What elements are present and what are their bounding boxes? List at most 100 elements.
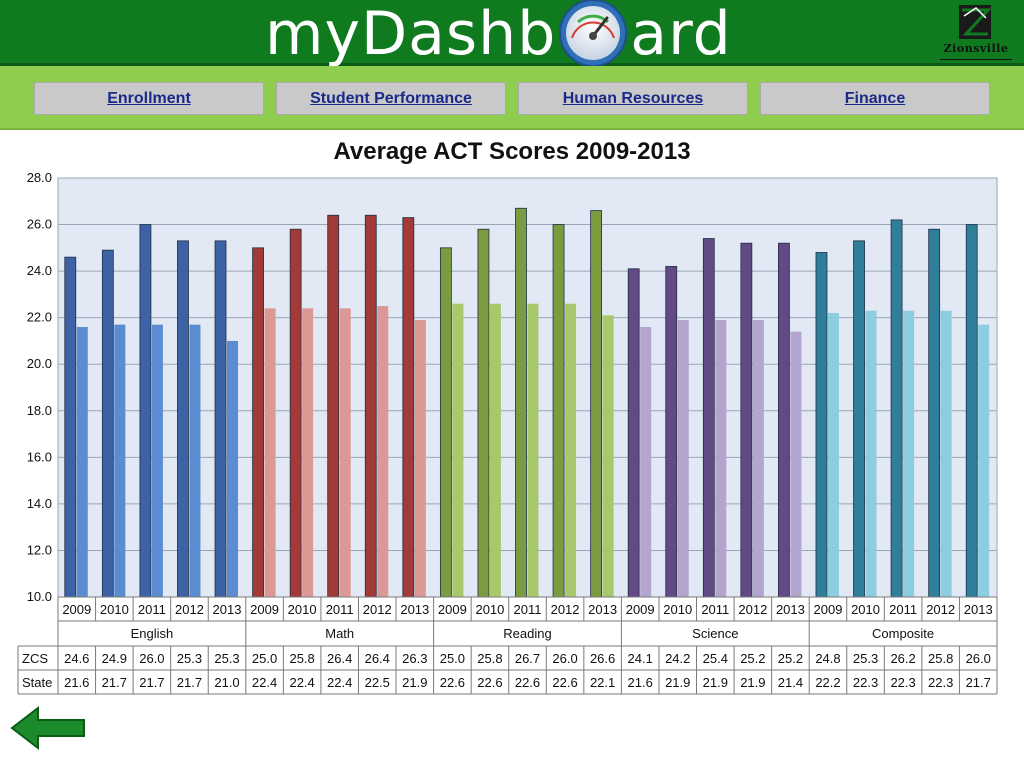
y-tick-label: 24.0 [27,263,52,278]
x-tick-year: 2009 [438,602,467,617]
x-tick-year: 2010 [288,602,317,617]
data-label-zcs: 25.8 [477,651,502,666]
x-tick-year: 2013 [588,602,617,617]
data-label-state: 21.7 [139,675,164,690]
y-tick-label: 22.0 [27,310,52,325]
bar-zcs [515,207,527,598]
y-tick-label: 10.0 [27,589,52,604]
y-tick-label: 26.0 [27,217,52,232]
data-label-state: 21.6 [64,675,89,690]
bar-state [377,306,389,597]
data-label-zcs: 25.3 [214,651,239,666]
x-tick-year: 2009 [250,602,279,617]
bar-state [151,324,163,597]
bar-zcs [101,249,114,598]
data-label-zcs: 26.7 [515,651,540,666]
chart-title: Average ACT Scores 2009-2013 [333,138,691,165]
bar-zcs [139,224,152,598]
x-tick-year: 2010 [851,602,880,617]
bar-zcs [928,228,941,598]
data-label-zcs: 25.3 [853,651,878,666]
y-tick-label: 16.0 [27,449,52,464]
nav-human-resources[interactable]: Human Resources [518,82,748,115]
bar-state [189,324,201,597]
app-title: myDashb ard [265,0,732,74]
nav-student-performance[interactable]: Student Performance [276,82,506,115]
data-label-zcs: 26.0 [552,651,577,666]
bar-zcs [552,224,565,598]
bar-zcs [214,240,227,598]
data-label-zcs: 25.0 [440,651,465,666]
y-tick-label: 18.0 [27,403,52,418]
nav-bar: Enrollment Student Performance Human Res… [0,66,1024,130]
bar-state [565,303,577,597]
x-tick-year: 2011 [326,602,354,617]
x-tick-year: 2012 [926,602,955,617]
nav-finance[interactable]: Finance [760,82,990,115]
data-label-state: 22.6 [552,675,577,690]
bar-zcs [327,214,340,598]
data-label-zcs: 24.9 [102,651,127,666]
x-tick-year: 2009 [62,602,91,617]
data-label-zcs: 26.2 [890,651,915,666]
data-label-state: 21.7 [177,675,202,690]
x-tick-year: 2013 [776,602,805,617]
speedometer-gauge-icon [559,0,628,67]
bar-state [339,308,351,597]
data-label-zcs: 26.0 [966,651,991,666]
data-label-state: 22.4 [289,675,314,690]
x-tick-year: 2011 [138,602,166,617]
bar-state [76,326,88,597]
bar-zcs [627,268,640,598]
bar-state [452,303,464,597]
x-group-label: Composite [872,626,934,641]
data-label-state: 22.3 [890,675,915,690]
x-tick-year: 2013 [400,602,429,617]
data-label-state: 21.7 [102,675,127,690]
x-group-label: English [131,626,174,641]
bar-zcs [477,228,490,598]
logo-mark [959,5,992,39]
data-label-zcs: 25.8 [289,651,314,666]
bar-state [940,310,952,597]
data-label-state: 22.3 [928,675,953,690]
x-tick-year: 2009 [814,602,843,617]
data-label-zcs: 24.2 [665,651,690,666]
bar-zcs [965,224,978,598]
data-label-zcs: 26.3 [402,651,427,666]
x-tick-year: 2010 [100,602,129,617]
x-tick-year: 2012 [738,602,767,617]
bar-state [489,303,501,597]
bar-zcs [740,242,753,598]
data-label-zcs: 26.6 [590,651,615,666]
bar-state [790,331,802,597]
data-label-zcs: 26.0 [139,651,164,666]
data-label-state: 21.6 [628,675,653,690]
data-label-zcs: 24.8 [815,651,840,666]
bar-state [827,313,839,597]
data-label-zcs: 25.0 [252,651,277,666]
x-tick-year: 2012 [363,602,392,617]
data-label-state: 22.6 [477,675,502,690]
x-tick-year: 2011 [514,602,542,617]
bar-state [640,326,652,597]
data-label-zcs: 25.2 [740,651,765,666]
x-tick-year: 2012 [175,602,204,617]
series-row-label: ZCS [22,651,48,666]
data-label-state: 22.6 [515,675,540,690]
series-row-label: State [22,675,52,690]
y-tick-label: 28.0 [27,170,52,185]
data-label-zcs: 24.6 [64,651,89,666]
x-group-label: Math [325,626,354,641]
bar-zcs [364,214,377,598]
bar-zcs [665,266,678,598]
back-arrow-icon[interactable] [8,704,88,752]
bar-state [302,308,314,597]
data-label-zcs: 25.3 [177,651,202,666]
nav-enrollment[interactable]: Enrollment [34,82,264,115]
x-tick-year: 2009 [626,602,655,617]
act-scores-chart: 10.0 12.0 14.0 16.0 18.0 20.0 22.0 24.0 26.0 28.0… [17,170,998,695]
x-tick-year: 2010 [663,602,692,617]
y-tick-label: 14.0 [27,496,52,511]
data-label-state: 22.4 [327,675,352,690]
